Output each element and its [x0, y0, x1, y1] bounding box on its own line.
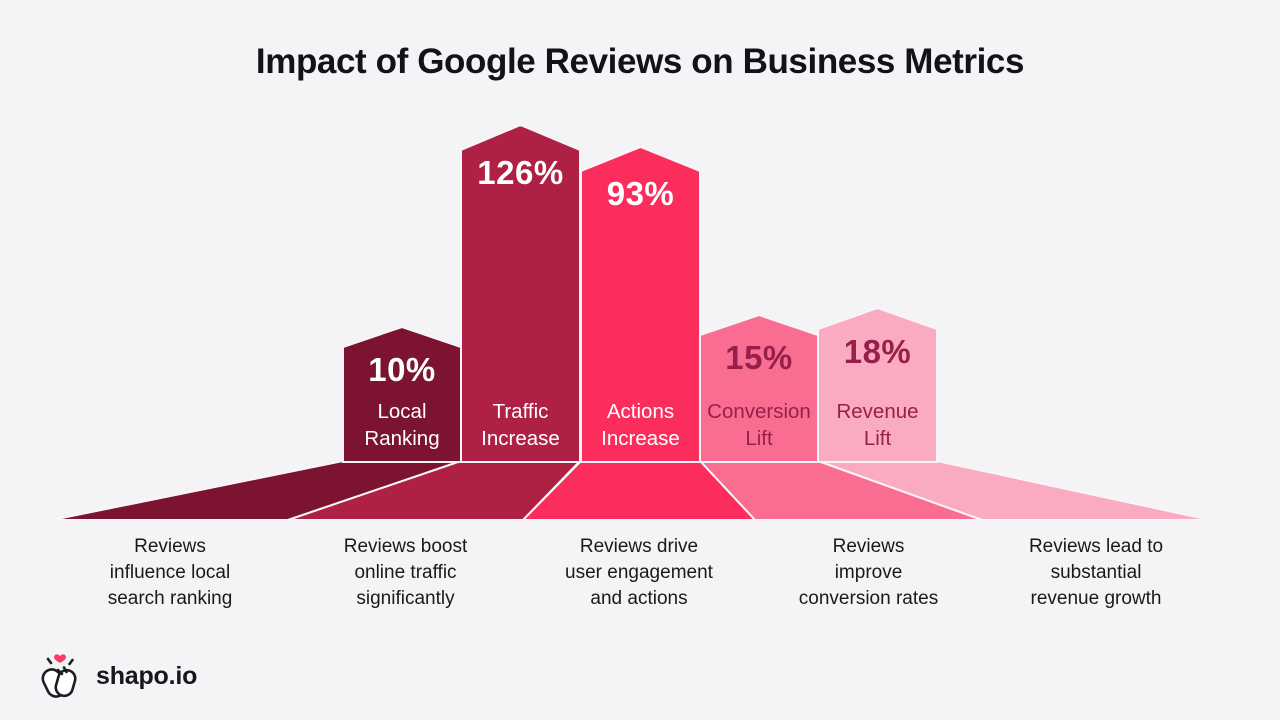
brand-name: shapo.io [96, 661, 198, 690]
heart-icon [54, 654, 66, 663]
bar-shape-conversion-lift [699, 313, 819, 463]
caption-local-ranking: Reviews influence local search ranking [107, 536, 233, 609]
bar-shape-actions-increase [580, 145, 701, 463]
bar-shape-traffic-increase [460, 123, 581, 463]
caption-actions-increase: Reviews drive user engagement and actions [565, 536, 713, 609]
caption-traffic-increase: Reviews boost online traffic significantly [343, 536, 468, 609]
sparkle-lines-icon [46, 657, 74, 666]
brand-logo: shapo.io [36, 650, 197, 702]
page-title: Impact of Google Reviews on Business Met… [255, 42, 1025, 81]
bar-shape-revenue-lift [817, 306, 938, 463]
bar-shape-local-ranking [342, 325, 462, 463]
clapping-hands-icon [41, 654, 77, 698]
caption-conversion-lift: Reviews improve conversion rates [798, 536, 939, 609]
hands-icon [41, 666, 77, 698]
caption-revenue-lift: Reviews lead to substantial revenue growth [1028, 536, 1164, 609]
